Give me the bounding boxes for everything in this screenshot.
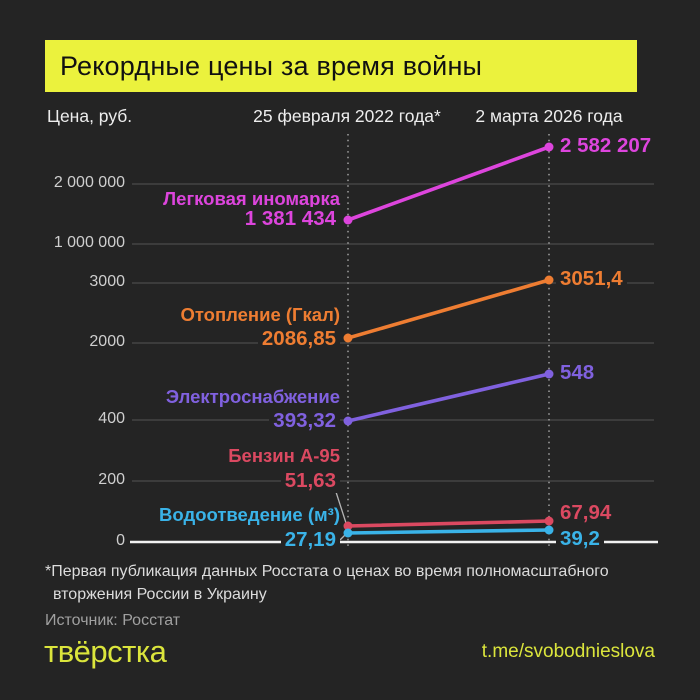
point-heating-2022 xyxy=(343,333,353,343)
series-line-petrol xyxy=(346,519,551,528)
date-guide-lines xyxy=(347,134,550,548)
series-label-heating: Отопление (Гкал) xyxy=(180,304,340,325)
footnote: *Первая публикация данных Росстата о цен… xyxy=(45,560,609,606)
point-heating-2026 xyxy=(544,275,554,285)
column-header-2022: 25 февраля 2022 года* xyxy=(253,106,441,126)
point-electricity-2022 xyxy=(343,416,353,426)
value-water-2022: 27,19 xyxy=(280,528,340,552)
point-water-2026 xyxy=(544,525,554,535)
series-label-water: Водоотведение (м³) xyxy=(159,504,340,525)
ytick-0: 0 xyxy=(116,532,125,549)
verstka-logo: твёрстка xyxy=(44,634,167,669)
value-electricity-2026: 548 xyxy=(556,361,599,385)
series-label-petrol: Бензин А-95 xyxy=(228,445,340,466)
series-line-heating xyxy=(346,278,551,340)
series-label-car: Легковая иномарка xyxy=(163,188,340,209)
leader-petrol xyxy=(335,491,347,524)
data-points xyxy=(343,142,554,538)
series-line-electricity xyxy=(346,372,551,423)
point-water-2022 xyxy=(343,528,353,538)
series-line-water xyxy=(346,528,551,535)
value-electricity-2022: 393,32 xyxy=(269,409,340,433)
point-car-2022 xyxy=(343,215,353,225)
telegram-link[interactable]: t.me/svobodnieslova xyxy=(481,641,655,662)
point-petrol-2022 xyxy=(343,521,353,531)
point-electricity-2026 xyxy=(544,369,554,379)
ytick-2000: 2000 xyxy=(89,333,125,350)
source-credit: Источник: Росстат xyxy=(45,612,181,629)
page-title: Рекордные цены за время войны xyxy=(45,40,637,92)
point-car-2026 xyxy=(544,142,554,152)
value-heating-2022: 2086,85 xyxy=(257,327,340,351)
point-petrol-2026 xyxy=(544,516,554,526)
value-petrol-2022: 51,63 xyxy=(280,469,340,493)
series-label-electricity: Электроснабжение xyxy=(165,386,340,407)
ytick-1000000: 1 000 000 xyxy=(53,234,125,251)
ytick-400: 400 xyxy=(98,410,125,427)
series-line-car xyxy=(346,145,551,222)
ytick-200: 200 xyxy=(98,471,125,488)
ytick-3000: 3000 xyxy=(89,273,125,290)
value-car-2026: 2 582 207 xyxy=(556,134,656,158)
footnote-line1: *Первая публикация данных Росстата о цен… xyxy=(45,563,609,580)
y-axis-title: Цена, руб. xyxy=(47,106,133,126)
value-heating-2026: 3051,4 xyxy=(556,267,627,291)
value-petrol-2026: 67,94 xyxy=(556,501,616,525)
series-lines xyxy=(346,145,551,535)
gridlines xyxy=(132,183,654,482)
column-header-2026: 2 марта 2026 года xyxy=(475,106,623,126)
value-water-2026: 39,2 xyxy=(556,527,604,551)
footnote-line2: вторжения России в Украину xyxy=(53,586,267,604)
value-car-2022: 1 381 434 xyxy=(240,207,340,231)
ytick-2000000: 2 000 000 xyxy=(53,174,125,191)
